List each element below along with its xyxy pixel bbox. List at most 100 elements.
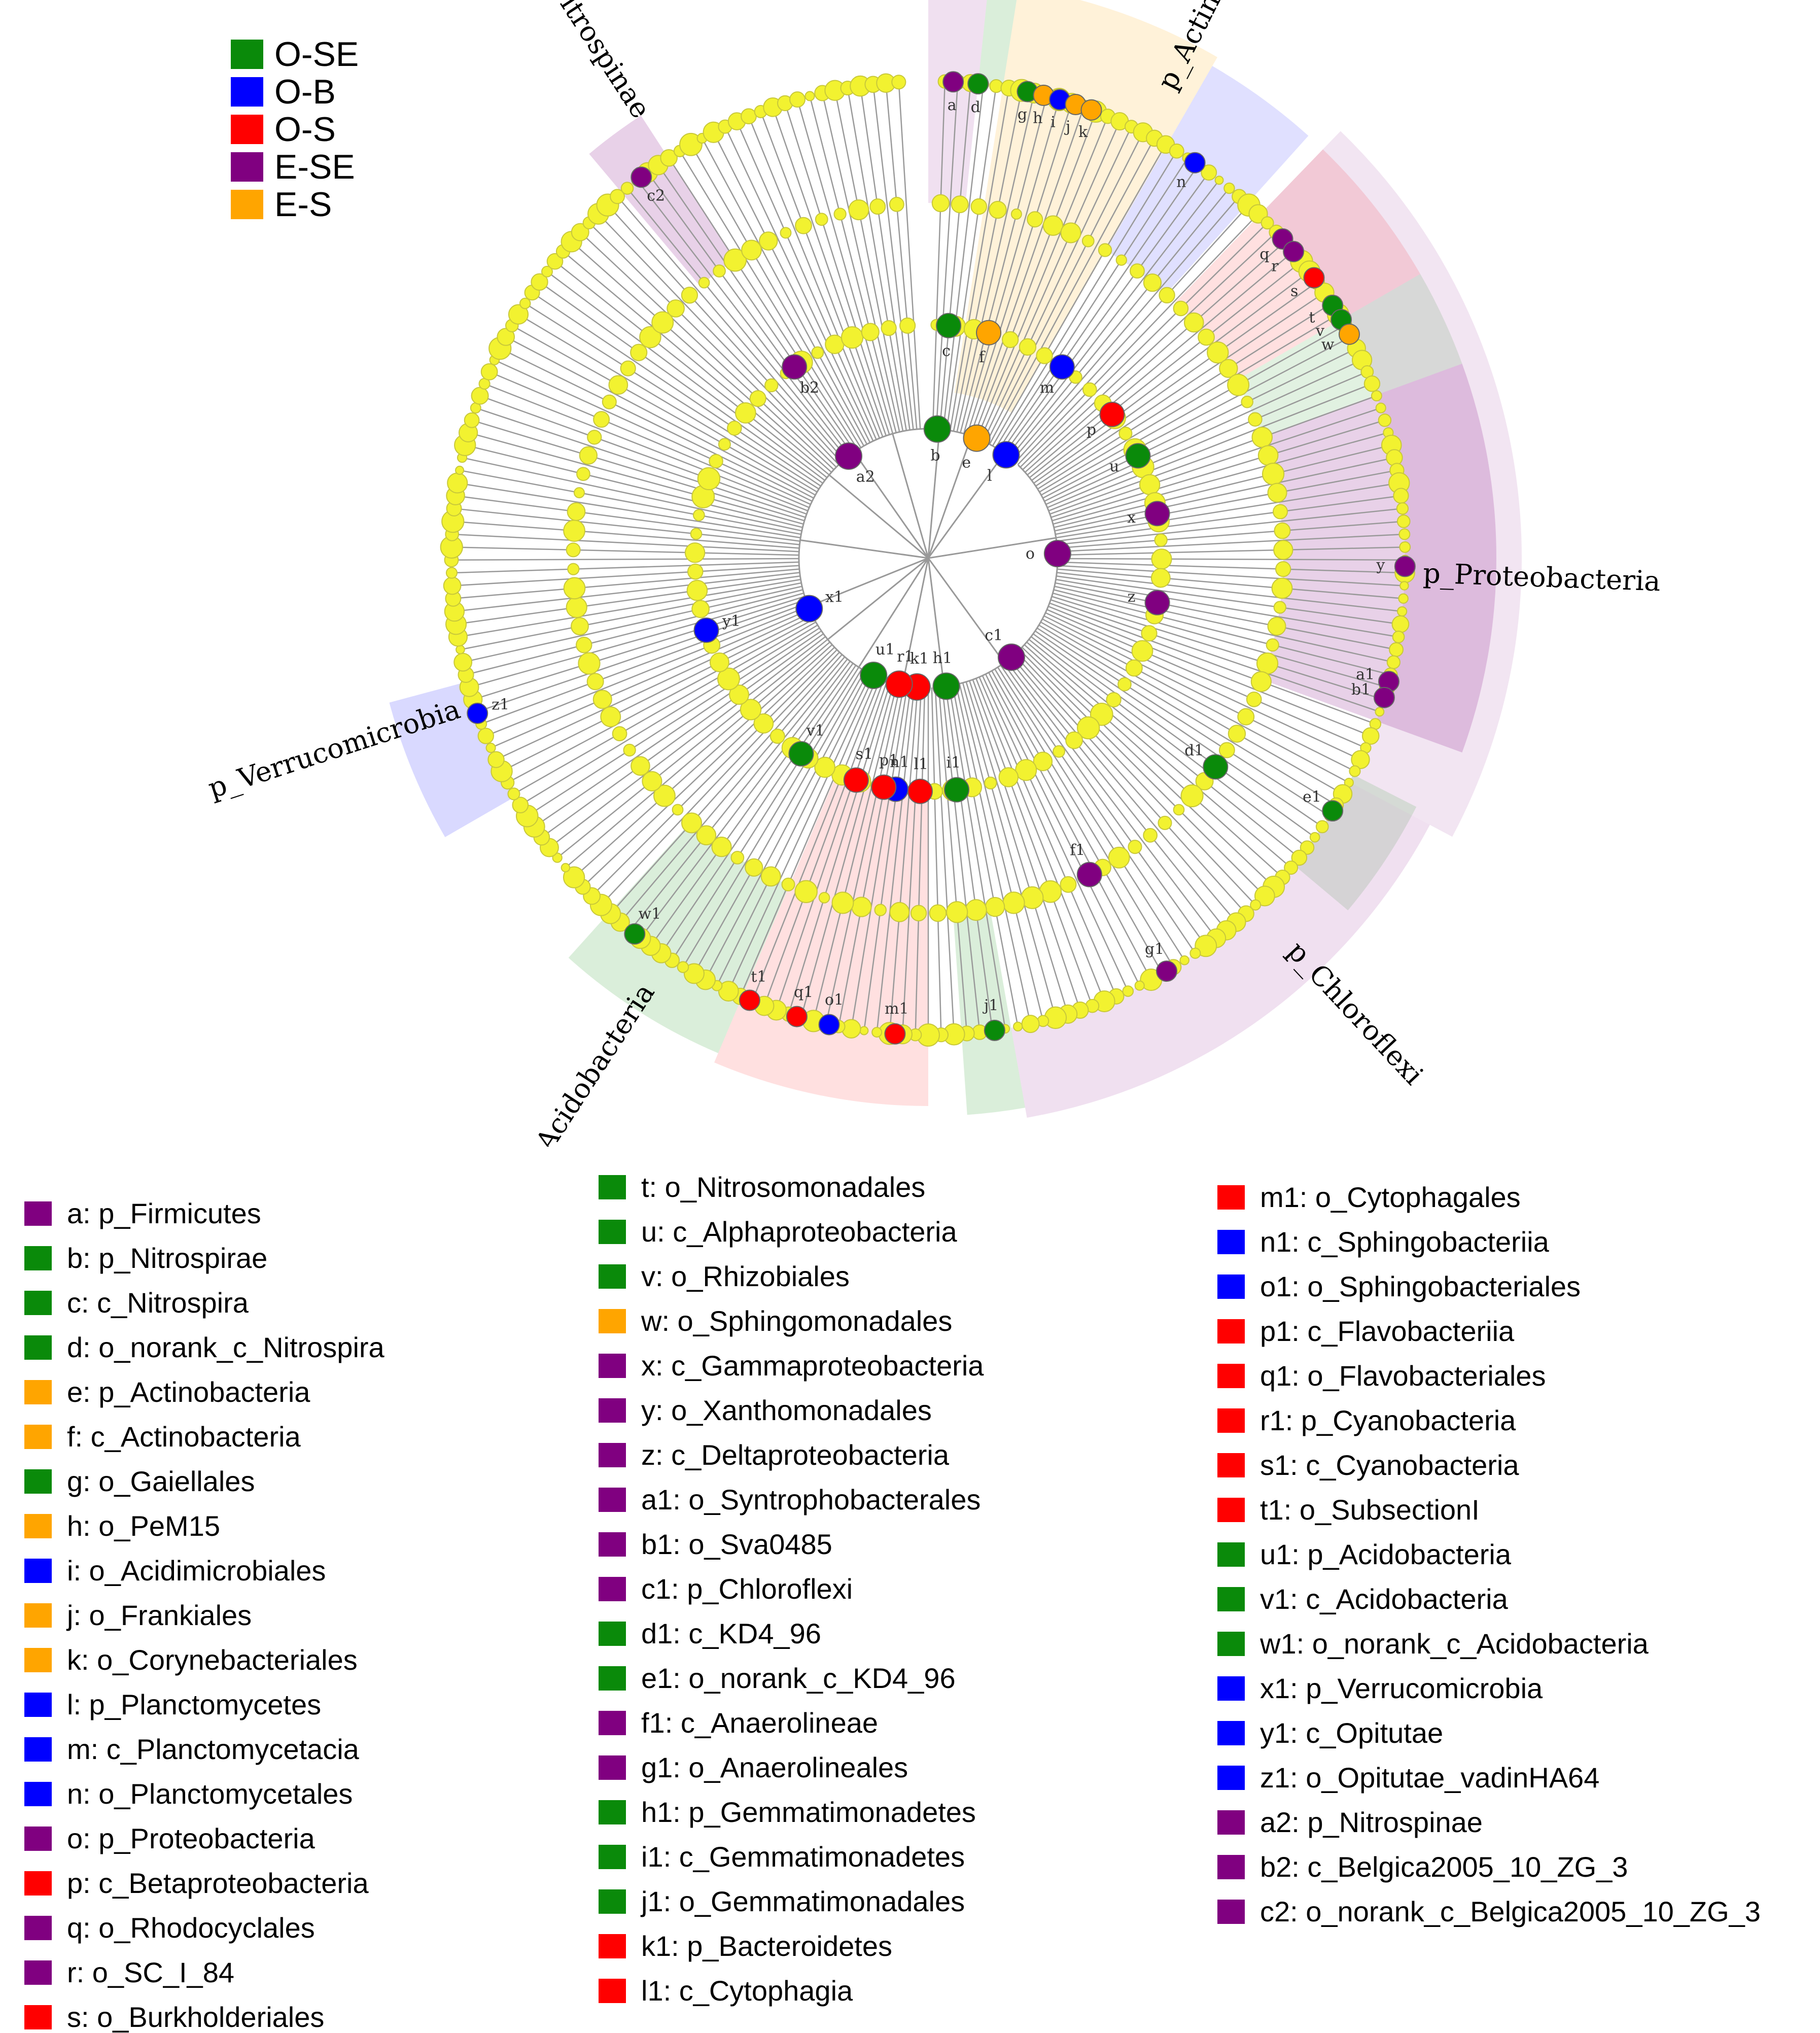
tree-node [818, 892, 830, 904]
node-x [1144, 501, 1170, 527]
edge-leaf [1057, 561, 1405, 574]
edge-leaf [1053, 432, 1389, 525]
edge-root [928, 537, 1057, 559]
edge-leaf [1008, 659, 1227, 931]
edge-leaf [1027, 251, 1294, 475]
group-legend-item: E-SE [231, 148, 359, 186]
edge-leaf [459, 469, 801, 535]
edge-leaf [1057, 521, 1404, 549]
tree-node [1173, 804, 1185, 816]
tree-node [1128, 840, 1142, 854]
node-code-q: q [1259, 246, 1269, 263]
key-swatch [24, 1827, 52, 1851]
tree-node [1143, 273, 1162, 292]
tree-node [760, 866, 781, 887]
tree-node [1396, 514, 1411, 528]
sector-alphaproteobacteria [1236, 274, 1462, 437]
tree-node [1271, 577, 1293, 599]
group-swatch [231, 115, 263, 144]
node-z [1144, 590, 1170, 615]
tree-node [1060, 876, 1077, 893]
key-label: y1: c_Opitutae [1260, 1717, 1444, 1749]
edge-leaf [579, 231, 834, 470]
key-swatch [24, 1291, 52, 1315]
edge-leaf [834, 90, 904, 432]
edge-leaf [983, 126, 1132, 441]
tree-node [741, 239, 762, 261]
tree-node [623, 743, 636, 757]
key-swatch [1217, 1542, 1245, 1567]
tree-node [1284, 860, 1299, 875]
edge-leaf [1056, 575, 1401, 625]
node-t1 [739, 989, 760, 1011]
key-item: j1: o_Gemmatimonadales [599, 1887, 965, 1916]
tree-node [480, 363, 498, 381]
tree-node [727, 421, 742, 436]
key-swatch [599, 1532, 626, 1557]
tree-node [1349, 765, 1361, 777]
edge-arc [798, 493, 817, 590]
node-code-b2: b2 [800, 379, 819, 397]
tree-node [1275, 561, 1291, 577]
key-swatch [599, 1264, 626, 1289]
key-item: b1: o_Sva0485 [599, 1530, 832, 1559]
node-code-w: w [1321, 336, 1335, 354]
edge-leaf [598, 213, 839, 465]
key-label: k1: p_Bacteroidetes [641, 1930, 892, 1962]
edge-leaf [901, 687, 922, 1035]
key-label: z: c_Deltaproteobacteria [641, 1439, 950, 1471]
node-d1 [1203, 754, 1229, 780]
edge-leaf [1039, 314, 1339, 493]
edge-leaf [716, 674, 872, 986]
key-swatch [1217, 1408, 1245, 1433]
edge-leaf [452, 565, 799, 587]
edge-leaf [740, 676, 878, 997]
tree-node [1033, 751, 1053, 771]
key-swatch [599, 1934, 626, 1958]
key-swatch [599, 1443, 626, 1467]
edge-leaf [998, 157, 1188, 450]
edge-leaf [513, 622, 816, 795]
node-e [963, 424, 991, 452]
edge-leaf [1056, 578, 1399, 638]
sector-chloroflexi [1011, 782, 1430, 1118]
edge-arc [1018, 464, 1059, 619]
tree-node [833, 208, 847, 221]
key-label: a1: o_Syntrophobacterales [641, 1484, 981, 1515]
edge-leaf [876, 686, 915, 1032]
edge-leaf [1026, 641, 1291, 869]
tree-node [1134, 980, 1145, 991]
key-item: e1: o_norank_c_KD4_96 [599, 1664, 956, 1693]
node-code-b1: b1 [1351, 681, 1371, 699]
tree-node [718, 981, 739, 1002]
edge-leaf [454, 572, 800, 612]
edge-leaf [975, 678, 1105, 1002]
key-item: s1: c_Cyanobacteria [1217, 1451, 1519, 1479]
tree-node [1139, 474, 1161, 495]
key-swatch [599, 1309, 626, 1333]
node-code-l: l [987, 467, 992, 485]
edge-leaf [1050, 599, 1380, 713]
tree-node [1027, 211, 1043, 228]
tree-node [1154, 533, 1168, 547]
edge-leaf [1057, 508, 1403, 545]
clade-highlight-sectors [389, 0, 1522, 1118]
node-code-k: k [1078, 123, 1088, 141]
key-item: z: c_Deltaproteobacteria [599, 1441, 949, 1469]
edge-leaf [1057, 533, 1405, 553]
key-item: l: p_Planctomycetes [24, 1691, 321, 1719]
key-item: p: c_Betaproteobacteria [24, 1869, 369, 1898]
edge-leaf [471, 420, 805, 522]
edge-leaf [1040, 622, 1343, 795]
edge-leaf [736, 121, 877, 440]
tree-node [600, 706, 621, 728]
edge-leaf [462, 457, 802, 532]
node-h1 [932, 672, 960, 700]
key-swatch [24, 1782, 52, 1806]
node-o1 [818, 1014, 840, 1036]
edge-leaf [476, 599, 807, 713]
edge-leaf [452, 533, 799, 553]
key-swatch [1217, 1676, 1245, 1701]
edge-leaf [1056, 482, 1399, 539]
key-item: r: o_SC_I_84 [24, 1958, 234, 1987]
